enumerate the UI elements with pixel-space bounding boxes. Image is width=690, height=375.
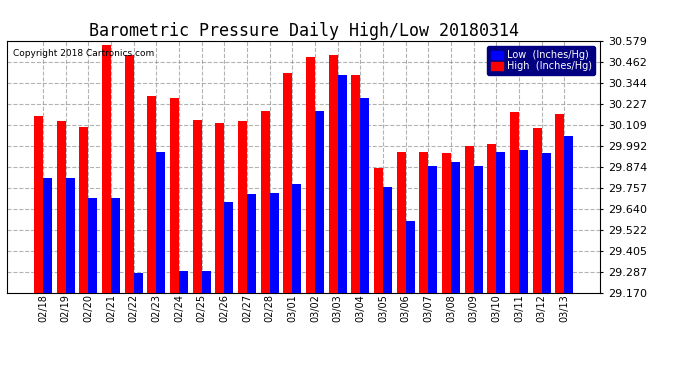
Bar: [261, 111, 270, 292]
Bar: [224, 201, 233, 292]
Bar: [564, 136, 573, 292]
Bar: [315, 111, 324, 292]
Bar: [451, 162, 460, 292]
Bar: [34, 116, 43, 292]
Bar: [215, 123, 224, 292]
Legend: Low  (Inches/Hg), High  (Inches/Hg): Low (Inches/Hg), High (Inches/Hg): [487, 46, 595, 75]
Bar: [88, 198, 97, 292]
Bar: [374, 168, 383, 292]
Bar: [328, 56, 337, 292]
Bar: [420, 152, 428, 292]
Bar: [201, 271, 210, 292]
Bar: [496, 152, 505, 292]
Bar: [487, 144, 496, 292]
Bar: [170, 98, 179, 292]
Bar: [124, 56, 134, 292]
Bar: [383, 187, 392, 292]
Bar: [102, 45, 111, 292]
Bar: [179, 271, 188, 292]
Title: Barometric Pressure Daily High/Low 20180314: Barometric Pressure Daily High/Low 20180…: [88, 22, 519, 40]
Bar: [351, 75, 360, 292]
Bar: [79, 127, 88, 292]
Bar: [147, 96, 156, 292]
Bar: [510, 112, 519, 292]
Text: Copyright 2018 Cartronics.com: Copyright 2018 Cartronics.com: [13, 49, 154, 58]
Bar: [193, 120, 201, 292]
Bar: [360, 98, 369, 292]
Bar: [293, 184, 302, 292]
Bar: [533, 129, 542, 292]
Bar: [306, 57, 315, 292]
Bar: [406, 221, 415, 292]
Bar: [555, 114, 564, 292]
Bar: [542, 153, 551, 292]
Bar: [428, 166, 437, 292]
Bar: [283, 73, 293, 292]
Bar: [66, 178, 75, 292]
Bar: [134, 273, 143, 292]
Bar: [464, 146, 473, 292]
Bar: [270, 193, 279, 292]
Bar: [156, 152, 166, 292]
Bar: [397, 152, 406, 292]
Bar: [43, 178, 52, 292]
Bar: [247, 194, 256, 292]
Bar: [238, 122, 247, 292]
Bar: [442, 153, 451, 292]
Bar: [519, 150, 528, 292]
Bar: [473, 166, 483, 292]
Bar: [337, 75, 346, 292]
Bar: [111, 198, 120, 292]
Bar: [57, 122, 66, 292]
